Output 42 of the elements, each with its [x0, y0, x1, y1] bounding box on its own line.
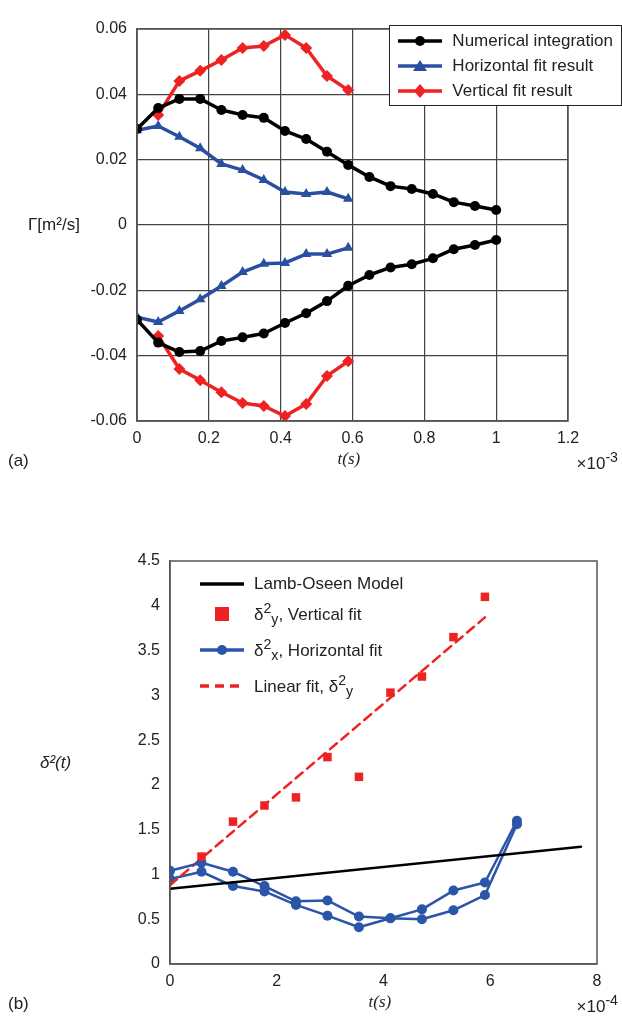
text: ×10$^{-3}$ [576, 449, 618, 474]
legend-label: δ$^{2}$$_{y}$, Vertical fit [254, 599, 362, 630]
y-tick-label: 0.02 [95, 150, 128, 168]
y-axis-title: δ²(t) [40, 752, 72, 773]
y-tick-label: -0.06 [90, 411, 128, 429]
y-tick-label: 0.04 [95, 84, 128, 102]
y-tick-label: 2.5 [137, 730, 161, 748]
legend-label: Lamb-Oseen Model [254, 573, 404, 595]
y-tick-label: 2 [151, 775, 161, 793]
y-tick-label: 1 [151, 864, 161, 882]
x-tick-label: 0 [165, 972, 175, 990]
legend-label: Horizontal fit result [452, 55, 594, 77]
y-tick-label: 3.5 [137, 640, 161, 658]
text: ×10$^{-4}$ [576, 992, 618, 1016]
legend-label: Vertical fit result [452, 80, 573, 102]
y-tick-label: -0.04 [90, 346, 128, 364]
legend-label: Numerical integration [452, 30, 613, 52]
y-tick-label: 0.5 [137, 909, 161, 927]
x-tick-label: 0.2 [197, 429, 221, 447]
y-tick-label: 0 [151, 954, 161, 972]
text: (b) [8, 994, 29, 1014]
text: (a) [8, 451, 29, 471]
y-tick-label: -0.02 [90, 280, 128, 298]
legend-label: δ$^{2}$$_{x}$, Horizontal fit [254, 635, 383, 666]
x-axis-title: t(s) [368, 992, 392, 1012]
x-tick-label: 2 [272, 972, 282, 990]
x-tick-label: 0.6 [341, 429, 364, 447]
x-tick-label: 0.4 [269, 429, 292, 447]
x-axis-title: t(s) [337, 449, 361, 469]
x-tick-label: 8 [592, 972, 602, 990]
x-tick-label: 6 [485, 972, 495, 990]
y-axis-title: Γ[m²/s] [28, 215, 80, 235]
y-tick-label: 4.5 [137, 551, 161, 569]
y-tick-label: 4 [151, 596, 161, 614]
y-tick-label: 0.06 [95, 19, 128, 37]
y-tick-label: 1.5 [137, 820, 161, 838]
y-tick-label: 3 [151, 685, 161, 703]
y-tick-label: 0 [118, 215, 128, 233]
x-tick-label: 1.2 [556, 429, 580, 447]
x-tick-label: 1 [491, 429, 501, 447]
x-tick-label: 0.8 [413, 429, 436, 447]
x-tick-label: 4 [379, 972, 389, 990]
